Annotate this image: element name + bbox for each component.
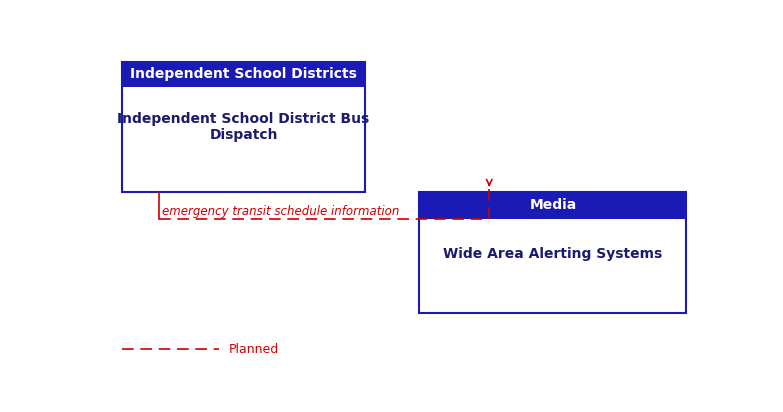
Text: Independent School Districts: Independent School Districts — [130, 68, 357, 82]
Text: Planned: Planned — [229, 343, 279, 356]
Text: emergency transit schedule information: emergency transit schedule information — [161, 205, 399, 218]
Text: Independent School District Bus
Dispatch: Independent School District Bus Dispatch — [117, 112, 370, 142]
Bar — [420, 192, 687, 313]
Text: Media: Media — [529, 199, 576, 213]
Bar — [420, 192, 687, 219]
Bar — [122, 62, 365, 87]
Text: Wide Area Alerting Systems: Wide Area Alerting Systems — [443, 248, 662, 262]
Bar — [122, 62, 365, 192]
